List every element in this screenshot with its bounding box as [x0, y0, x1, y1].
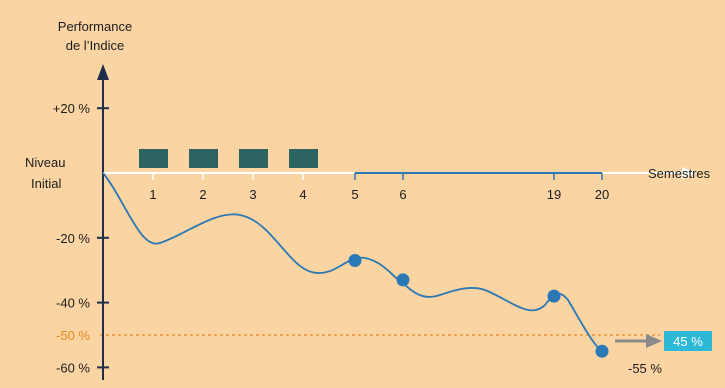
observation-point [547, 289, 561, 303]
y-axis-title-line1: Performance [58, 19, 132, 34]
observation-box [189, 149, 218, 168]
payout-badge [664, 331, 712, 351]
y-tick-label: -60 % [56, 360, 90, 375]
performance-line [102, 172, 603, 353]
y-axis-title-line2: de l’Indice [66, 38, 125, 53]
x-tick-label: 6 [399, 187, 406, 202]
observation-boxes [139, 149, 318, 168]
y-tick-label: -40 % [56, 296, 90, 311]
y-ticks: +20 % -20 % -40 % -50 % -60 % [53, 101, 109, 375]
x-ticks: 1 2 3 4 5 6 19 20 [149, 173, 609, 202]
observation-point [595, 344, 609, 358]
observation-box [239, 149, 268, 168]
observation-point [348, 253, 362, 267]
x-axis-arrowhead [682, 167, 697, 179]
observation-box [139, 149, 168, 168]
x-tick-label: 5 [351, 187, 358, 202]
x-tick-label: 4 [299, 187, 306, 202]
observation-points [348, 253, 609, 358]
x-tick-label: 19 [547, 187, 561, 202]
observation-point [396, 273, 410, 287]
y-tick-label: +20 % [53, 101, 91, 116]
y-tick-label: -50 % [56, 328, 90, 343]
y-axis-arrowhead [97, 64, 109, 80]
origin-label-line1: Niveau [25, 155, 65, 170]
x-tick-label: 2 [199, 187, 206, 202]
origin-label-line2: Initial [31, 176, 61, 191]
x-tick-label: 3 [249, 187, 256, 202]
final-value-label: -55 % [628, 361, 662, 376]
x-tick-label: 1 [149, 187, 156, 202]
x-tick-label: 20 [595, 187, 609, 202]
payout-arrow-head [646, 334, 662, 348]
payout-badge-label: 45 % [673, 334, 703, 349]
y-tick-label: -20 % [56, 231, 90, 246]
x-axis-title: Semestres [648, 166, 711, 181]
observation-box [289, 149, 318, 168]
